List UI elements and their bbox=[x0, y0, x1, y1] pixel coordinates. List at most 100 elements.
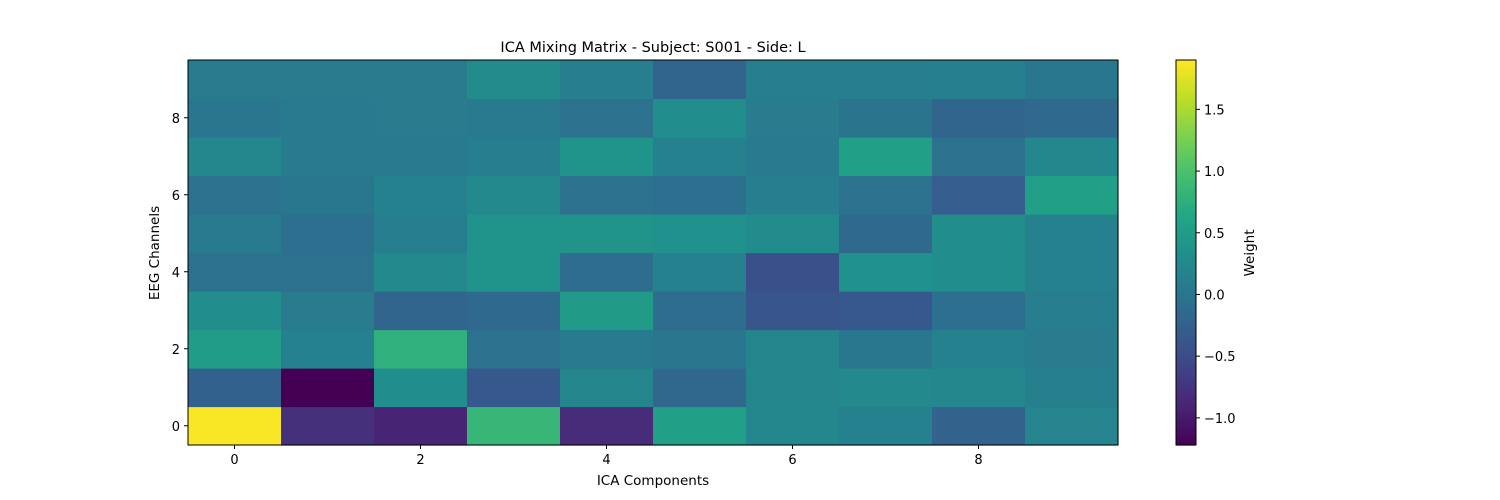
colorbar-strip bbox=[1176, 361, 1196, 366]
heatmap-cell bbox=[746, 291, 840, 331]
colorbar-strip bbox=[1176, 162, 1196, 167]
colorbar-strip bbox=[1176, 169, 1196, 173]
colorbar-strip bbox=[1176, 210, 1196, 215]
heatmap-cell bbox=[1025, 368, 1119, 408]
colorbar-tick-label: −1.0 bbox=[1204, 412, 1236, 427]
heatmap-cell bbox=[653, 60, 747, 100]
colorbar-strip bbox=[1176, 165, 1196, 170]
heatmap-cell bbox=[467, 137, 561, 177]
colorbar-strip bbox=[1176, 438, 1196, 443]
colorbar-strip bbox=[1176, 82, 1196, 87]
heatmap-cell bbox=[467, 60, 561, 100]
colorbar-strip bbox=[1176, 60, 1196, 64]
colorbar-strip bbox=[1176, 175, 1196, 180]
heatmap-cell bbox=[560, 252, 654, 292]
heatmap-cell bbox=[374, 137, 468, 177]
colorbar-strip bbox=[1176, 104, 1196, 109]
colorbar-strip bbox=[1176, 323, 1196, 327]
heatmap-cell bbox=[932, 406, 1026, 446]
colorbar-strip bbox=[1176, 63, 1196, 68]
heatmap-cell bbox=[188, 252, 282, 292]
colorbar-strip bbox=[1176, 181, 1196, 186]
colorbar-strip bbox=[1176, 390, 1196, 395]
heatmap-cell bbox=[374, 368, 468, 408]
colorbar-strip bbox=[1176, 255, 1196, 260]
heatmap-cell bbox=[932, 329, 1026, 369]
heatmap-cell bbox=[188, 329, 282, 369]
colorbar-strip bbox=[1176, 422, 1196, 427]
colorbar-strip bbox=[1176, 335, 1196, 340]
heatmap-cell bbox=[839, 252, 933, 292]
colorbar-strip bbox=[1176, 172, 1196, 177]
heatmap-cell bbox=[560, 291, 654, 331]
heatmap-cell bbox=[467, 406, 561, 446]
colorbar-strip bbox=[1176, 351, 1196, 356]
x-tick-label: 6 bbox=[788, 453, 796, 468]
heatmap-cell bbox=[746, 60, 840, 100]
colorbar-strip bbox=[1176, 316, 1196, 321]
colorbar-strip bbox=[1176, 313, 1196, 318]
colorbar-strip bbox=[1176, 435, 1196, 440]
colorbar-strip bbox=[1176, 201, 1196, 205]
heatmap-cell bbox=[839, 406, 933, 446]
heatmap-cell bbox=[1025, 137, 1119, 177]
heatmap-cell bbox=[839, 137, 933, 177]
heatmap-cell bbox=[653, 175, 747, 215]
colorbar-strip bbox=[1176, 242, 1196, 247]
heatmap-cell bbox=[281, 175, 375, 215]
colorbar-strip bbox=[1176, 268, 1196, 273]
colorbar-strip bbox=[1176, 281, 1196, 286]
heatmap-cell bbox=[653, 98, 747, 138]
heatmap-cell bbox=[839, 291, 933, 331]
colorbar-strip bbox=[1176, 326, 1196, 331]
heatmap-cell bbox=[1025, 329, 1119, 369]
heatmap-cell bbox=[374, 60, 468, 100]
heatmap-cell bbox=[560, 368, 654, 408]
colorbar-strip bbox=[1176, 217, 1196, 222]
heatmap-cell bbox=[1025, 406, 1119, 446]
heatmap-cell bbox=[746, 252, 840, 292]
heatmap-cell bbox=[281, 137, 375, 177]
colorbar-strip bbox=[1176, 137, 1196, 141]
y-axis-ticks: 0 2 4 6 8 bbox=[172, 112, 188, 435]
colorbar-strip bbox=[1176, 246, 1196, 250]
colorbar-strip bbox=[1176, 230, 1196, 234]
colorbar-strip bbox=[1176, 220, 1196, 225]
heatmap-cell bbox=[839, 329, 933, 369]
colorbar-strip bbox=[1176, 348, 1196, 353]
heatmap-cell bbox=[1025, 252, 1119, 292]
heatmap-cell bbox=[281, 98, 375, 138]
heatmap-cell bbox=[653, 214, 747, 254]
colorbar-strip bbox=[1176, 133, 1196, 138]
colorbar-strip bbox=[1176, 149, 1196, 154]
heatmap-cell bbox=[746, 98, 840, 138]
heatmap-cell bbox=[746, 406, 840, 446]
colorbar-strip bbox=[1176, 262, 1196, 266]
colorbar: −1.0 −0.5 0.0 0.5 1.0 1.5 Weight bbox=[1175, 59, 1258, 446]
y-tick-label: 0 bbox=[172, 420, 180, 435]
heatmap-cell bbox=[560, 137, 654, 177]
colorbar-strip bbox=[1176, 214, 1196, 218]
heatmap-cell bbox=[932, 214, 1026, 254]
colorbar-strip bbox=[1176, 368, 1196, 372]
heatmap-cell bbox=[467, 98, 561, 138]
heatmap-cell bbox=[1025, 214, 1119, 254]
heatmap-cell bbox=[467, 252, 561, 292]
colorbar-tick-label: 0.5 bbox=[1204, 227, 1225, 242]
colorbar-strip bbox=[1176, 258, 1196, 263]
colorbar-strip bbox=[1176, 98, 1196, 103]
colorbar-strip bbox=[1176, 345, 1196, 350]
colorbar-strip bbox=[1176, 66, 1196, 71]
x-tick-label: 8 bbox=[974, 453, 982, 468]
colorbar-strip bbox=[1176, 284, 1196, 289]
colorbar-strip bbox=[1176, 406, 1196, 411]
colorbar-strip bbox=[1176, 207, 1196, 212]
colorbar-label: Weight bbox=[1242, 229, 1258, 276]
colorbar-strip bbox=[1176, 396, 1196, 401]
colorbar-strip bbox=[1176, 416, 1196, 420]
colorbar-strip bbox=[1176, 88, 1196, 93]
colorbar-strip bbox=[1176, 156, 1196, 161]
colorbar-strip bbox=[1176, 117, 1196, 122]
colorbar-strip bbox=[1176, 355, 1196, 359]
heatmap-cell bbox=[188, 291, 282, 331]
